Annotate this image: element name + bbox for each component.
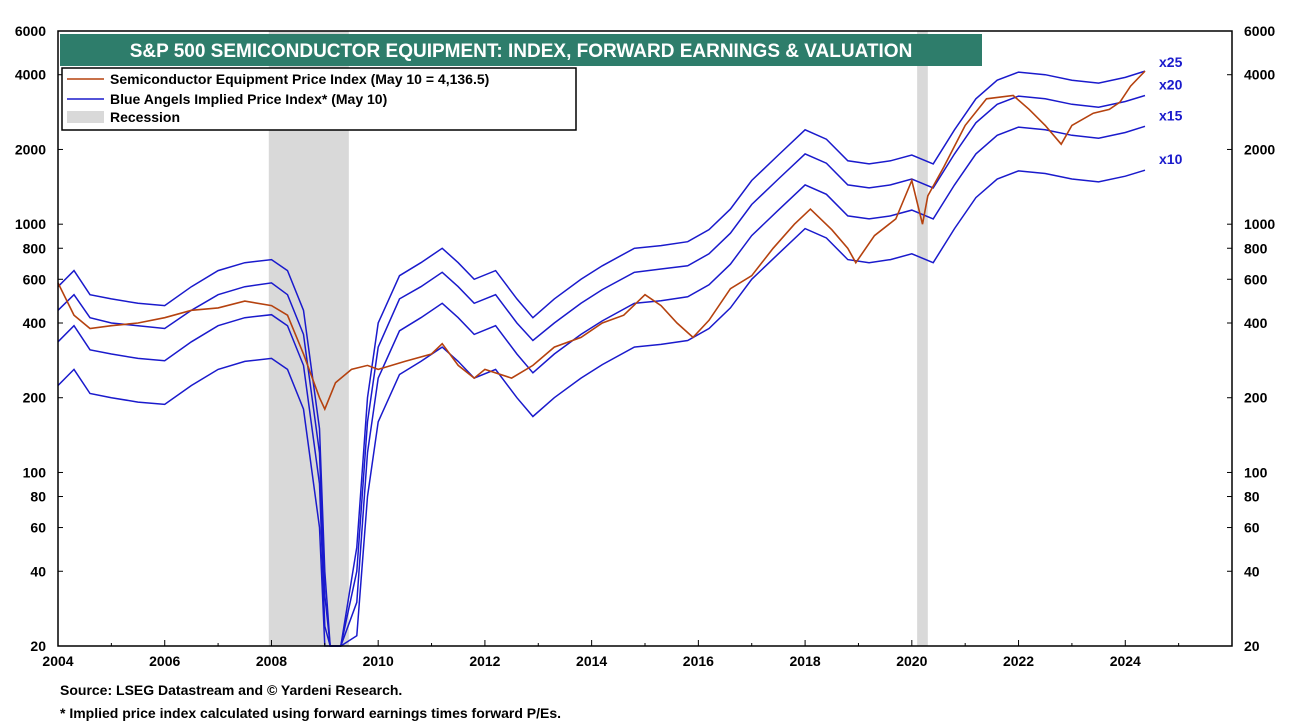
implied-line-x10 [57,169,1146,647]
x-tick-label: 2018 [790,653,821,669]
multiplier-label-x20: x20 [1159,76,1183,92]
x-tick-label: 2014 [576,653,607,669]
y-tick-label-left: 200 [23,390,47,406]
legend-label-price: Semiconductor Equipment Price Index (May… [110,71,489,87]
x-tick-label: 2010 [363,653,394,669]
x-tick-label: 2006 [149,653,180,669]
y-tick-label-left: 60 [30,520,46,536]
y-tick-label-right: 800 [1244,240,1268,256]
multiplier-labels: x25 x20 x15 x10 [1159,54,1183,167]
multiplier-label-x10: x10 [1159,151,1183,167]
legend-label-implied: Blue Angels Implied Price Index* (May 10… [110,91,387,107]
y-tick-label-left: 600 [23,271,47,287]
x-tick-label: 2004 [42,653,73,669]
implied-line-x15 [57,125,1146,647]
multiplier-label-x25: x25 [1159,54,1183,70]
source-footnote: Source: LSEG Datastream and © Yardeni Re… [60,682,403,698]
y-tick-label-right: 400 [1244,315,1268,331]
recession-band-2 [917,31,928,646]
legend-label-recession: Recession [110,109,180,125]
legend-swatch-recession [67,111,104,123]
y-tick-label-right: 6000 [1244,23,1275,39]
y-tick-label-right: 200 [1244,390,1268,406]
y-tick-label-left: 40 [30,563,46,579]
price-index-line [57,70,1146,412]
y-tick-label-right: 20 [1244,638,1260,654]
legend: Semiconductor Equipment Price Index (May… [61,67,577,131]
title-background [60,34,982,66]
y-tick-label-left: 100 [23,464,47,480]
x-tick-label: 2012 [469,653,500,669]
y-tick-label-left: 2000 [15,141,46,157]
y-tick-label-left: 80 [30,489,46,505]
y-tick-label-right: 4000 [1244,67,1275,83]
implied-line-x20 [57,94,1146,647]
implied-line-x25 [57,70,1146,647]
legend-box [61,67,577,131]
implied-lines [57,70,1146,647]
recession-bands [268,31,928,646]
y-tick-label-left: 20 [30,638,46,654]
chart-title: S&P 500 SEMICONDUCTOR EQUIPMENT: INDEX, … [130,41,913,62]
y-tick-label-right: 2000 [1244,141,1275,157]
y-tick-label-right: 600 [1244,271,1268,287]
y-tick-label-right: 1000 [1244,216,1275,232]
axis-ticks: 6000 6000 4000 4000 2000 2000 1000 1000 800 800 60… [15,23,1276,669]
y-tick-label-right: 60 [1244,520,1260,536]
y-tick-label-left: 1000 [15,216,46,232]
y-tick-label-left: 800 [23,240,47,256]
x-tick-label: 2008 [256,653,287,669]
implied-footnote: * Implied price index calculated using f… [60,705,562,721]
y-tick-label-left: 400 [23,315,47,331]
recession-band-1 [268,31,349,646]
x-tick-label: 2016 [683,653,714,669]
x-tick-label: 2020 [896,653,927,669]
multiplier-label-x15: x15 [1159,107,1183,123]
price-line-group [57,70,1146,412]
x-tick-label: 2024 [1110,653,1141,669]
y-tick-label-left: 4000 [15,67,46,83]
x-tick-label: 2022 [1003,653,1034,669]
y-tick-label-right: 100 [1244,464,1268,480]
y-tick-label-right: 40 [1244,563,1260,579]
y-tick-label-left: 6000 [15,23,46,39]
y-tick-label-right: 80 [1244,489,1260,505]
